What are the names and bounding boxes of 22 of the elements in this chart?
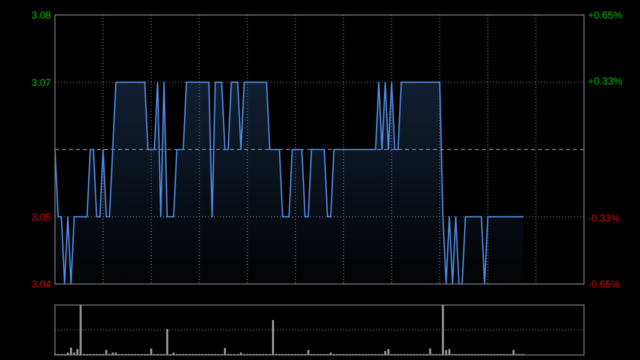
y2-tick-label: +0.33% [588, 76, 622, 88]
bar [272, 320, 274, 355]
y2-tick-label: -0.65% [588, 280, 620, 290]
bar [70, 348, 72, 355]
bar [224, 348, 226, 355]
bar [80, 305, 82, 355]
y-tick-label: 3.05 [32, 212, 52, 224]
bar [384, 351, 386, 355]
bar [307, 350, 310, 355]
y2-tick-label: +0.65% [588, 10, 622, 22]
y-tick-label: 3.04 [32, 280, 52, 290]
bar [387, 349, 390, 355]
y2-tick-label: -0.33% [588, 213, 620, 224]
bar [429, 348, 432, 355]
bar [166, 329, 168, 355]
bar [512, 350, 514, 355]
bar [150, 348, 152, 355]
bar [105, 350, 108, 355]
y-tick-label: 3.07 [32, 78, 52, 89]
bar [442, 305, 444, 355]
y-tick-label: 3.08 [32, 10, 52, 22]
bar [448, 349, 450, 355]
